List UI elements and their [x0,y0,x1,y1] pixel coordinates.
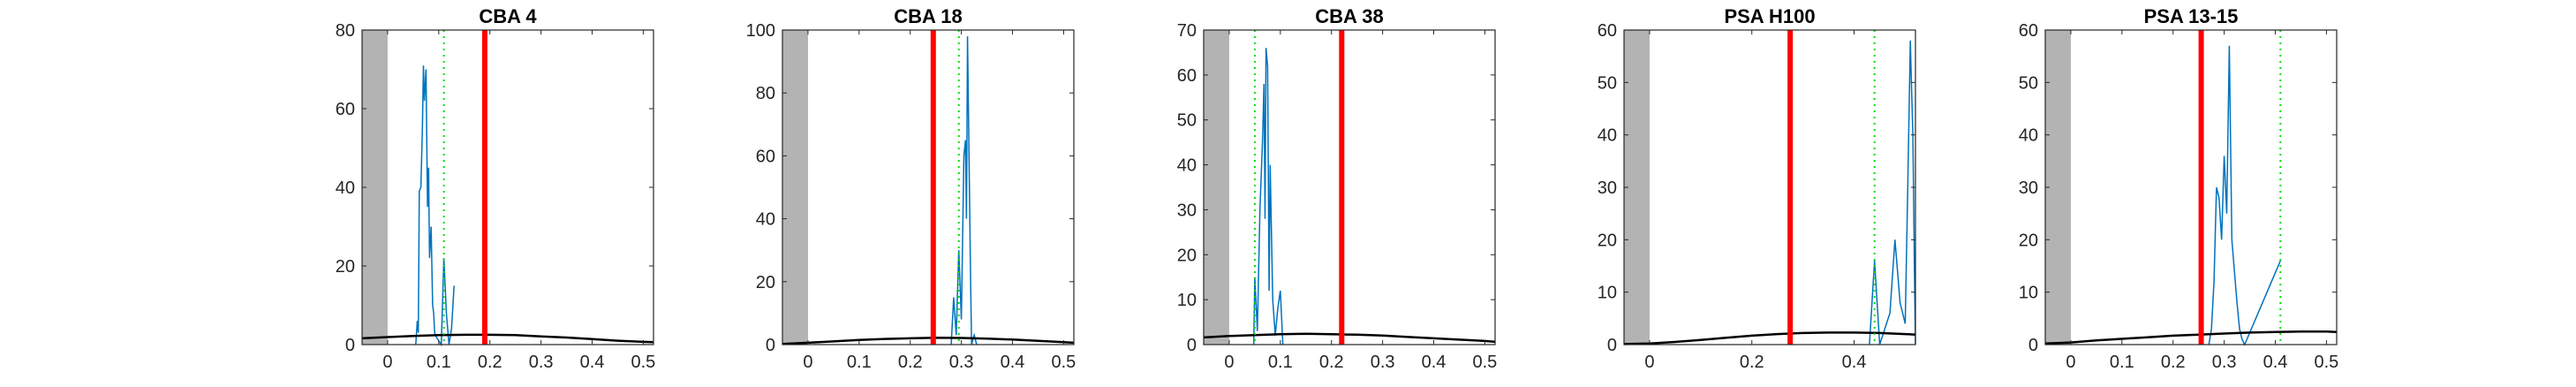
y-tick-label: 0 [1187,336,1197,355]
series-2-line [361,333,654,344]
y-tick-label: 20 [1177,246,1197,265]
y-tick-label: 0 [766,336,775,355]
y-tick-label: 0 [345,336,355,355]
y-tick-label: 40 [336,178,355,198]
y-tick-label: 10 [2019,284,2038,303]
y-tick-label: 0 [1607,336,1617,355]
x-tick-label: 0.1 [1268,353,1293,372]
x-tick-label: 0.3 [949,353,974,372]
x-tick-label: 0.4 [1422,353,1447,372]
subplot-title: PSA 13-15 [2144,5,2239,27]
x-tick-label: 0.1 [427,353,451,372]
subplot-3: 0 0.1 0.2 0.3 0.4 0.5 0 10 20 30 40 50 60 70 CBA 38 [1177,5,1498,372]
subplot-title: CBA 18 [894,5,962,27]
subplot-5: 0 0.1 0.2 0.3 0.4 0.5 0 10 20 30 40 50 60 PSA 13-15 [2019,5,2339,372]
x-tick-label: 0.4 [1001,353,1025,372]
x-tick-label: 0.4 [1842,353,1867,372]
y-tick-label: 20 [1598,231,1617,250]
x-tick-label: 0.5 [2315,353,2339,372]
series-1-line [950,36,978,345]
y-tick-label: 20 [2019,231,2038,250]
x-tick-label: 0.1 [2110,353,2134,372]
x-tick-label: 0.5 [1052,353,1076,372]
series-1-line [2208,45,2281,346]
axes-box [361,29,654,345]
x-tick-label: 0.2 [478,353,502,372]
x-tick-label: 0 [1224,353,1234,372]
series-1-line [1869,40,1916,345]
x-tick-label: 0.4 [2263,353,2288,372]
subplot-title: PSA H100 [1724,5,1815,27]
series-2-line [782,336,1075,345]
x-tick-label: 0 [1644,353,1654,372]
y-tick-label: 50 [1177,111,1197,131]
y-tick-label: 60 [2019,21,2038,41]
y-tick-label: 70 [1177,21,1197,41]
x-tick-label: 0.5 [1473,353,1498,372]
series-2-line [2044,330,2338,345]
series-2-line [1623,331,1916,345]
series-1-line [415,65,455,347]
y-tick-label: 50 [1598,73,1617,93]
y-tick-label: 40 [756,210,775,230]
axes-box [1203,29,1496,345]
x-tick-label: 0.4 [580,353,605,372]
y-tick-label: 60 [1177,66,1197,86]
y-tick-label: 20 [756,273,775,292]
subplot-title: CBA 4 [479,5,537,27]
y-tick-label: 40 [1598,126,1617,146]
subplot-1: 0 0.1 0.2 0.3 0.4 0.5 0 20 40 60 80 CBA 4 [336,5,656,372]
shaded-region [1204,30,1229,345]
x-tick-label: 0 [382,353,392,372]
y-tick-label: 10 [1598,284,1617,303]
x-tick-label: 0.2 [1319,353,1344,372]
y-tick-label: 60 [336,100,355,119]
subplot-4: 0 0.2 0.4 0 10 20 30 40 50 60 PSA H100 [1598,5,1916,372]
x-tick-label: 0.3 [529,353,554,372]
x-tick-label: 0.1 [847,353,872,372]
x-tick-label: 0.2 [898,353,923,372]
x-tick-label: 0.3 [2212,353,2237,372]
y-tick-label: 20 [336,257,355,277]
series-2-line [1203,332,1496,344]
y-tick-label: 30 [1177,201,1197,220]
y-tick-label: 80 [756,84,775,103]
y-tick-label: 0 [2028,336,2038,355]
y-tick-label: 30 [2019,178,2038,198]
x-tick-label: 0.2 [2161,353,2186,372]
x-tick-label: 0 [2066,353,2075,372]
x-tick-label: 0.5 [631,353,656,372]
x-tick-label: 0.3 [1371,353,1395,372]
y-tick-label: 100 [746,21,775,41]
y-tick-label: 40 [2019,126,2038,146]
axes-box [782,29,1075,345]
y-tick-label: 50 [2019,73,2038,93]
subplot-2: 0 0.1 0.2 0.3 0.4 0.5 0 20 40 60 80 100 CBA 18 [746,5,1076,372]
x-tick-label: 0 [803,353,812,372]
y-tick-label: 60 [756,147,775,166]
x-tick-label: 0.2 [1740,353,1764,372]
y-tick-label: 10 [1177,291,1197,310]
y-tick-label: 40 [1177,156,1197,176]
subplot-title: CBA 38 [1315,5,1383,27]
y-tick-label: 60 [1598,21,1617,41]
axes-box [2044,29,2338,345]
y-tick-label: 80 [336,21,355,41]
shaded-region [782,30,808,345]
series-1-line [1252,48,1284,345]
y-tick-label: 30 [1598,178,1617,198]
